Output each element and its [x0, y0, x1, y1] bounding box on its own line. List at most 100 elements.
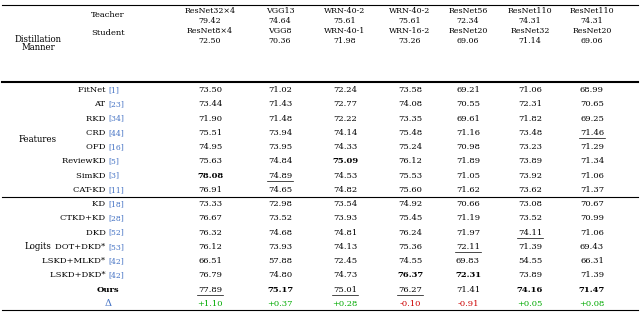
Text: 70.36: 70.36: [269, 37, 291, 45]
Text: 75.01: 75.01: [333, 286, 357, 294]
Text: Features: Features: [19, 136, 57, 145]
Text: 71.06: 71.06: [580, 228, 604, 237]
Text: WRN-40-1: WRN-40-1: [324, 27, 365, 35]
Text: 75.60: 75.60: [398, 186, 422, 194]
Text: 76.67: 76.67: [198, 214, 222, 222]
Text: Teacher: Teacher: [91, 11, 125, 19]
Text: 75.24: 75.24: [398, 143, 422, 151]
Text: 73.93: 73.93: [333, 214, 357, 222]
Text: ResNet32×4: ResNet32×4: [184, 7, 236, 15]
Text: 70.67: 70.67: [580, 200, 604, 208]
Text: 76.91: 76.91: [198, 186, 222, 194]
Text: 71.19: 71.19: [456, 214, 480, 222]
Text: [34]: [34]: [108, 115, 124, 123]
Text: 72.77: 72.77: [333, 100, 357, 108]
Text: 72.45: 72.45: [333, 257, 357, 265]
Text: 75.61: 75.61: [399, 17, 421, 25]
Text: 69.25: 69.25: [580, 115, 604, 123]
Text: 75.45: 75.45: [398, 214, 422, 222]
Text: [5]: [5]: [108, 157, 119, 165]
Text: 76.12: 76.12: [198, 243, 222, 251]
Text: [28]: [28]: [108, 214, 124, 222]
Text: 70.65: 70.65: [580, 100, 604, 108]
Text: AT: AT: [94, 100, 108, 108]
Text: 73.62: 73.62: [518, 186, 542, 194]
Text: 74.68: 74.68: [268, 228, 292, 237]
Text: 73.93: 73.93: [268, 243, 292, 251]
Text: 71.46: 71.46: [580, 129, 604, 137]
Text: Distillation: Distillation: [15, 35, 61, 44]
Text: Δ: Δ: [104, 299, 111, 308]
Text: 74.64: 74.64: [269, 17, 291, 25]
Text: [42]: [42]: [108, 257, 124, 265]
Text: DOT+DKD*: DOT+DKD*: [55, 243, 108, 251]
Text: 74.95: 74.95: [198, 143, 222, 151]
Text: 69.43: 69.43: [580, 243, 604, 251]
Text: 73.54: 73.54: [333, 200, 357, 208]
Text: [18]: [18]: [108, 200, 124, 208]
Text: 71.48: 71.48: [268, 115, 292, 123]
Text: Manner: Manner: [21, 44, 55, 53]
Text: 73.08: 73.08: [518, 200, 542, 208]
Text: 76.79: 76.79: [198, 271, 222, 280]
Text: 74.81: 74.81: [333, 228, 357, 237]
Text: 73.92: 73.92: [518, 172, 542, 180]
Text: 74.89: 74.89: [268, 172, 292, 180]
Text: 78.08: 78.08: [197, 172, 223, 180]
Text: 73.94: 73.94: [268, 129, 292, 137]
Text: 73.52: 73.52: [518, 214, 542, 222]
Text: 66.31: 66.31: [580, 257, 604, 265]
Text: 76.32: 76.32: [198, 228, 222, 237]
Text: 75.53: 75.53: [398, 172, 422, 180]
Text: 71.06: 71.06: [518, 86, 542, 94]
Text: CRD: CRD: [86, 129, 108, 137]
Text: CAT-KD: CAT-KD: [73, 186, 108, 194]
Text: 69.06: 69.06: [457, 37, 479, 45]
Text: 73.89: 73.89: [518, 271, 542, 280]
Text: [1]: [1]: [108, 86, 119, 94]
Text: -0.10: -0.10: [399, 300, 420, 308]
Text: 76.24: 76.24: [398, 228, 422, 237]
Text: 73.52: 73.52: [268, 214, 292, 222]
Text: 71.29: 71.29: [580, 143, 604, 151]
Text: VGG8: VGG8: [268, 27, 292, 35]
Text: 75.61: 75.61: [333, 17, 356, 25]
Text: Logits: Logits: [24, 242, 51, 251]
Text: 75.63: 75.63: [198, 157, 222, 165]
Text: 71.41: 71.41: [456, 286, 480, 294]
Text: Ours: Ours: [97, 286, 119, 294]
Text: [3]: [3]: [108, 172, 119, 180]
Text: ResNet56: ResNet56: [448, 7, 488, 15]
Text: +0.08: +0.08: [579, 300, 605, 308]
Text: +0.28: +0.28: [332, 300, 358, 308]
Text: 73.48: 73.48: [518, 129, 542, 137]
Text: 77.89: 77.89: [198, 286, 222, 294]
Text: 74.73: 74.73: [333, 271, 357, 280]
Text: 76.37: 76.37: [397, 271, 423, 280]
Text: 76.27: 76.27: [398, 286, 422, 294]
Text: 72.22: 72.22: [333, 115, 357, 123]
Text: 72.31: 72.31: [518, 100, 542, 108]
Text: [11]: [11]: [108, 186, 124, 194]
Text: 72.11: 72.11: [456, 243, 480, 251]
Text: 74.53: 74.53: [333, 172, 357, 180]
Text: 71.06: 71.06: [580, 172, 604, 180]
Text: 71.82: 71.82: [518, 115, 542, 123]
Text: LSKD+DKD*: LSKD+DKD*: [50, 271, 108, 280]
Text: 74.55: 74.55: [398, 257, 422, 265]
Text: WRN-40-2: WRN-40-2: [324, 7, 365, 15]
Text: 71.98: 71.98: [333, 37, 356, 45]
Text: 71.39: 71.39: [518, 243, 542, 251]
Text: ResNet20: ResNet20: [572, 27, 612, 35]
Text: 74.65: 74.65: [268, 186, 292, 194]
Text: 74.33: 74.33: [333, 143, 357, 151]
Text: 72.98: 72.98: [268, 200, 292, 208]
Text: 70.66: 70.66: [456, 200, 480, 208]
Text: 75.09: 75.09: [332, 157, 358, 165]
Text: 72.50: 72.50: [199, 37, 221, 45]
Text: CTKD+KD: CTKD+KD: [60, 214, 108, 222]
Text: -0.91: -0.91: [457, 300, 479, 308]
Text: 70.99: 70.99: [580, 214, 604, 222]
Text: [16]: [16]: [108, 143, 124, 151]
Text: FitNet: FitNet: [78, 86, 108, 94]
